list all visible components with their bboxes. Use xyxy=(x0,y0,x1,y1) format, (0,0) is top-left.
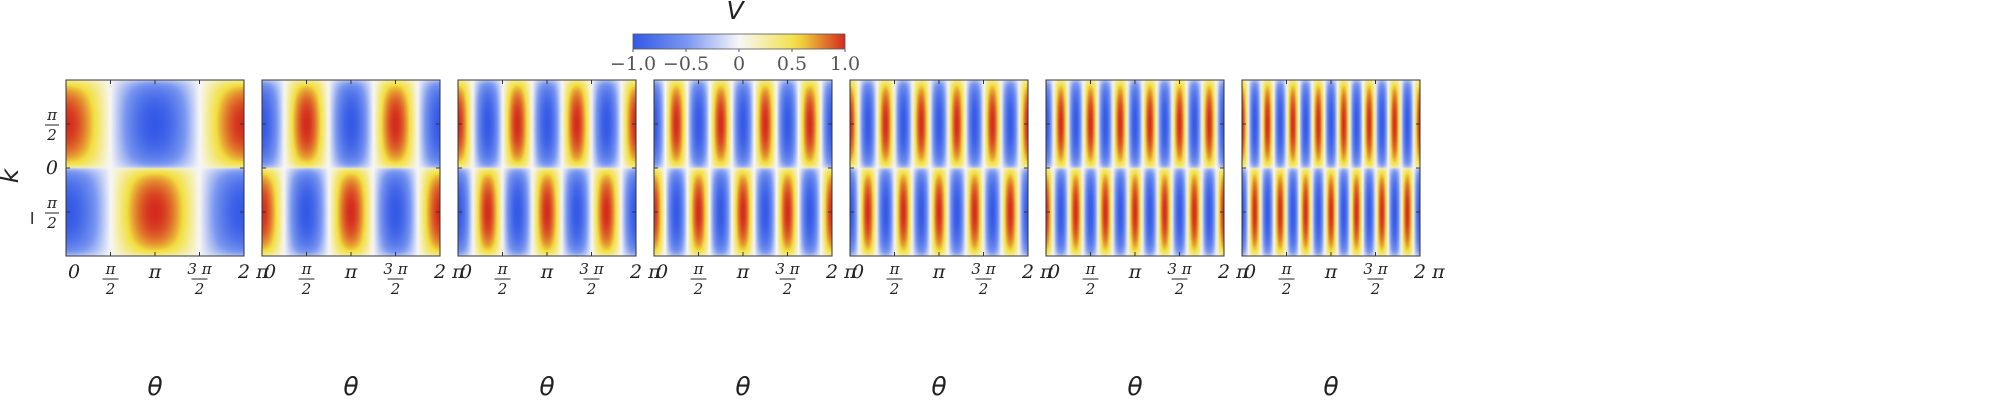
x-tick-label-num: 3 π xyxy=(971,260,996,278)
panel-5: 0 π 2 π 3 π 2 2 π θ xyxy=(849,79,1053,401)
colorbar-tick-label: 0.5 xyxy=(777,53,807,75)
x-tick-label-den: 2 xyxy=(1085,280,1096,298)
panel-7: 0 π 2 π 3 π 2 2 π θ xyxy=(1241,79,1445,401)
x-tick-label: 2 π xyxy=(1413,261,1445,283)
x-tick-label-num: π xyxy=(693,260,705,278)
x-tick-label-num: 3 π xyxy=(383,260,408,278)
x-tick-label: 0 xyxy=(68,261,80,283)
y-axis-title: k xyxy=(0,167,24,183)
x-tick-label-den: 2 xyxy=(497,280,508,298)
y-tick-label-den: 2 xyxy=(46,214,57,232)
y-tick-label-num: π xyxy=(46,194,58,212)
x-tick-label-den: 2 xyxy=(1370,280,1381,298)
x-tick-label-den: 2 xyxy=(1174,280,1185,298)
x-tick-label: 0 xyxy=(264,261,276,283)
x-tick-label: 2 π xyxy=(1021,261,1053,283)
x-tick-label: 0 xyxy=(1048,261,1060,283)
x-tick-label-den: 2 xyxy=(1281,280,1292,298)
x-tick-label: 2 π xyxy=(237,261,269,283)
x-tick-label: 2 π xyxy=(433,261,465,283)
y-tick-label: 0 xyxy=(46,157,58,179)
colorbar-gradient xyxy=(632,33,846,50)
x-axis-title: θ xyxy=(539,372,554,401)
colorbar-tick-label: −1.0 xyxy=(610,53,656,75)
x-tick-label-num: 3 π xyxy=(187,260,212,278)
x-tick-label-num: 3 π xyxy=(1363,260,1388,278)
y-tick-label-sign: − xyxy=(21,210,43,226)
x-tick-label-num: 3 π xyxy=(579,260,604,278)
x-tick-label-den: 2 xyxy=(105,280,116,298)
y-tick-label-num: π xyxy=(46,106,58,124)
x-tick-label: π xyxy=(1324,261,1338,283)
x-tick-label-den: 2 xyxy=(978,280,989,298)
heatmap-cells-panel-2 xyxy=(262,80,440,256)
x-tick-label: 0 xyxy=(460,261,472,283)
panels: 0 π 2 π 3 π 2 2 π θ 0 π 2 π 3 π 2 2 π θ 0 π 2 π 3 π 2 2 π θ 0 π 2 π… xyxy=(65,79,1445,401)
x-tick-label: 2 π xyxy=(629,261,661,283)
colorbar: V −1.0 −0.5 0 0.5 1.0 xyxy=(610,0,860,75)
x-tick-label: π xyxy=(932,261,946,283)
colorbar-tick-label: −0.5 xyxy=(663,53,709,75)
heatmap-cells-panel-7 xyxy=(1242,80,1420,256)
x-tick-label-num: π xyxy=(1085,260,1097,278)
colorbar-title: V xyxy=(726,0,745,25)
x-axis-title: θ xyxy=(735,372,750,401)
panel-2: 0 π 2 π 3 π 2 2 π θ xyxy=(261,79,465,401)
y-tick-label-den: 2 xyxy=(46,126,57,144)
panel-1: 0 π 2 π 3 π 2 2 π θ xyxy=(65,79,269,401)
x-tick-label: 2 π xyxy=(1217,261,1249,283)
panel-3: 0 π 2 π 3 π 2 2 π θ xyxy=(457,79,661,401)
x-tick-label-den: 2 xyxy=(586,280,597,298)
x-tick-label: 0 xyxy=(656,261,668,283)
x-tick-label: 0 xyxy=(852,261,864,283)
x-tick-label-den: 2 xyxy=(693,280,704,298)
x-tick-label: π xyxy=(736,261,750,283)
panel-6: 0 π 2 π 3 π 2 2 π θ xyxy=(1045,79,1249,401)
heatmap-cells-panel-6 xyxy=(1046,80,1224,256)
x-tick-label-num: 3 π xyxy=(1167,260,1192,278)
heatmap-cells-panel-1 xyxy=(66,80,244,256)
x-tick-label-num: π xyxy=(105,260,117,278)
x-tick-label: π xyxy=(344,261,358,283)
x-tick-label: π xyxy=(148,261,162,283)
x-tick-label-den: 2 xyxy=(390,280,401,298)
x-axis-title: θ xyxy=(1127,372,1142,401)
x-tick-label: π xyxy=(540,261,554,283)
x-tick-label-den: 2 xyxy=(194,280,205,298)
x-tick-label-den: 2 xyxy=(301,280,312,298)
x-tick-label: 0 xyxy=(1244,261,1256,283)
heatmap-cells-panel-4 xyxy=(654,80,832,256)
colorbar-tick-label: 1.0 xyxy=(830,53,860,75)
x-tick-label-den: 2 xyxy=(889,280,900,298)
panel-4: 0 π 2 π 3 π 2 2 π θ xyxy=(653,79,857,401)
x-tick-label-num: π xyxy=(497,260,509,278)
x-tick-label: π xyxy=(1128,261,1142,283)
x-tick-label-num: 3 π xyxy=(775,260,800,278)
x-axis-title: θ xyxy=(931,372,946,401)
x-axis-title: θ xyxy=(147,372,162,401)
heatmap-cells-panel-5 xyxy=(850,80,1028,256)
x-axis-title: θ xyxy=(343,372,358,401)
x-axis-title: θ xyxy=(1323,372,1338,401)
x-tick-label-num: π xyxy=(1281,260,1293,278)
x-tick-label-num: π xyxy=(889,260,901,278)
x-tick-label: 2 π xyxy=(825,261,857,283)
x-tick-label-den: 2 xyxy=(782,280,793,298)
colorbar-tick-label: 0 xyxy=(733,53,745,75)
x-tick-label-num: π xyxy=(301,260,313,278)
heatmap-cells-panel-3 xyxy=(458,80,636,256)
